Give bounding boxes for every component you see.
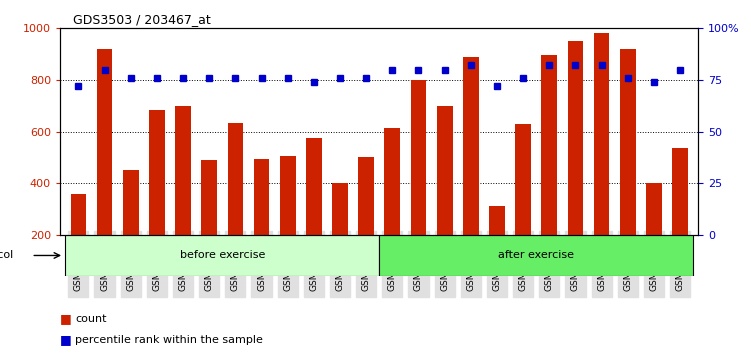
Bar [358,158,374,286]
Bar [463,57,478,286]
Bar [306,138,321,286]
Bar [515,124,531,286]
Text: GDS3503 / 203467_at: GDS3503 / 203467_at [73,13,210,26]
Bar [646,183,662,286]
Bar [385,128,400,286]
Bar [97,49,113,286]
Bar [65,235,379,276]
Bar [254,159,270,286]
Bar [280,156,296,286]
Bar [379,235,693,276]
Bar [672,148,688,286]
Text: protocol: protocol [0,251,13,261]
Text: percentile rank within the sample: percentile rank within the sample [75,335,263,345]
Bar [489,206,505,286]
Text: after exercise: after exercise [498,251,575,261]
Bar [411,80,427,286]
Bar [620,49,635,286]
Text: ■: ■ [60,333,72,346]
Bar [437,106,453,286]
Bar [332,183,348,286]
Bar [201,160,217,286]
Bar [228,122,243,286]
Text: before exercise: before exercise [179,251,265,261]
Bar [541,56,557,286]
Text: count: count [75,314,107,324]
Bar [149,110,164,286]
Text: ■: ■ [60,312,72,325]
Bar [594,34,610,286]
Bar [123,170,139,286]
Bar [175,106,191,286]
Bar [568,41,584,286]
Bar [71,194,86,286]
